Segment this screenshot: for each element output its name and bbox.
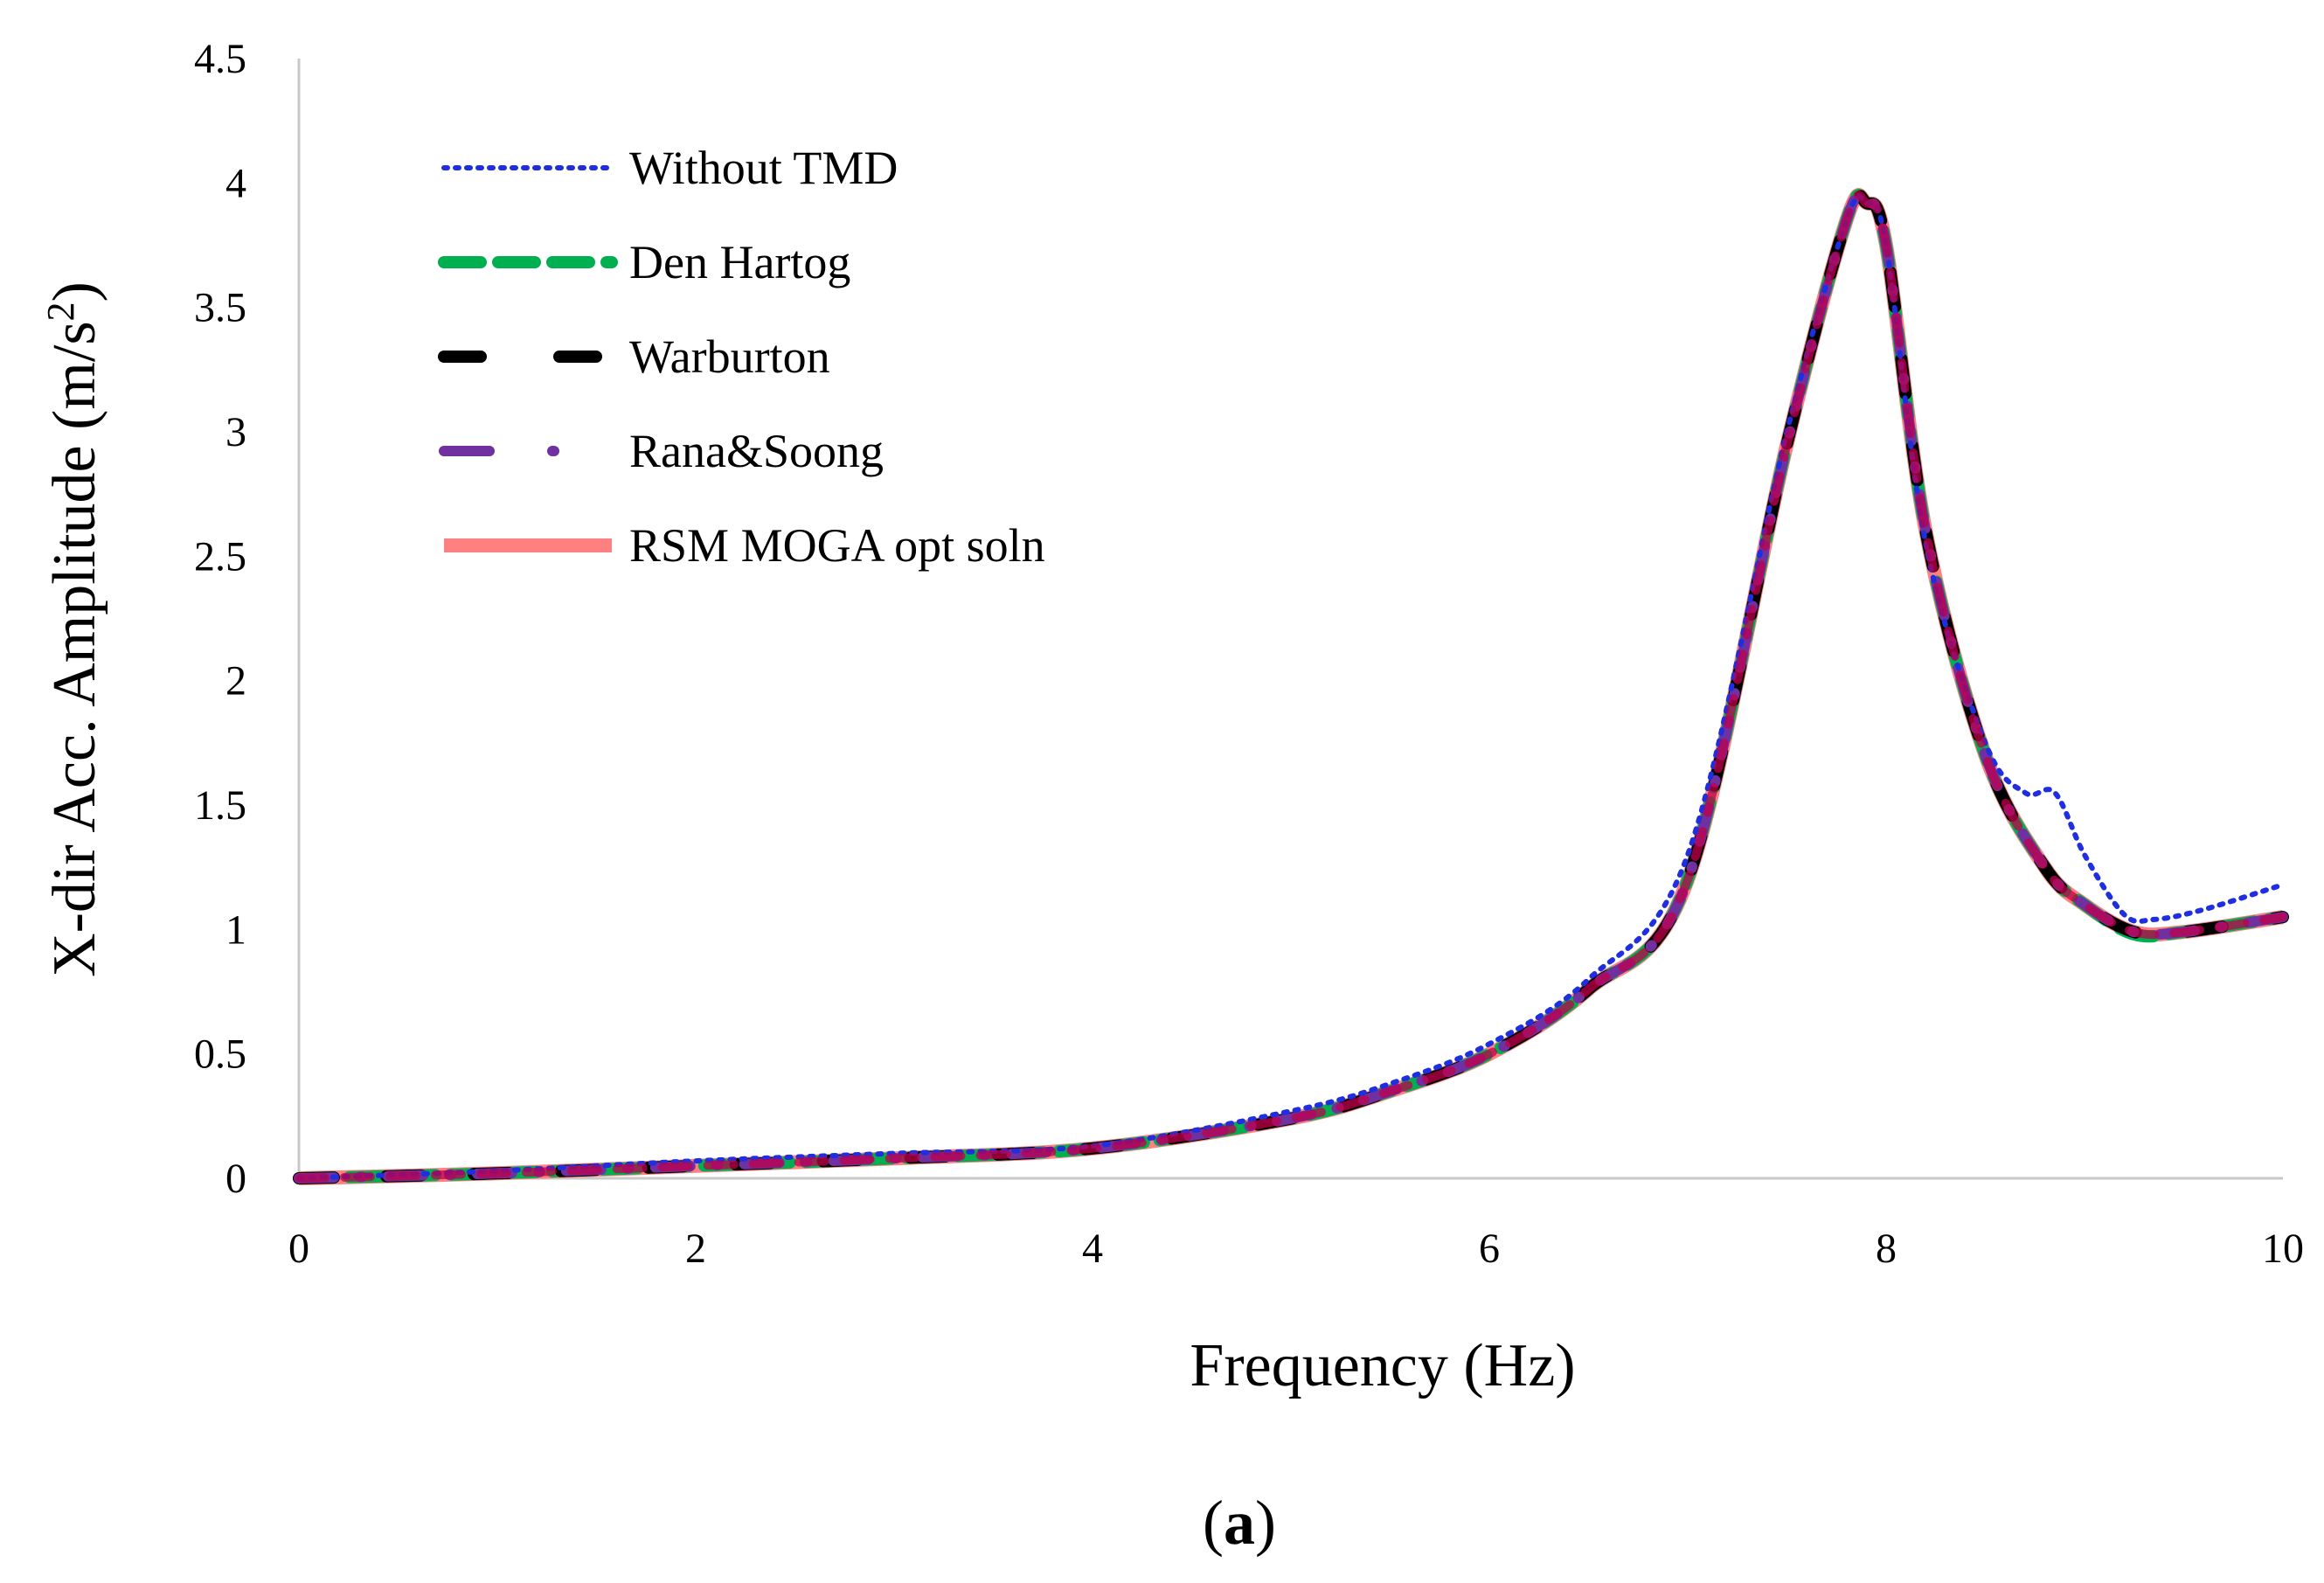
legend: Without TMD Den Hartog Warburton Rana&Soong…: [438, 142, 1045, 572]
y-tick-label: 1.5: [194, 782, 246, 829]
figure-caption: (a): [1203, 1488, 1276, 1558]
y-tick-label: 1: [225, 906, 246, 953]
caption-open-paren: (: [1203, 1488, 1224, 1558]
y-tick-label: 3.5: [194, 285, 246, 331]
x-tick-label: 10: [2262, 1225, 2304, 1272]
y-tick-label: 4: [225, 160, 246, 206]
legend-label-rana-soong: Rana&Soong: [629, 425, 884, 477]
y-tick-label: 4.5: [194, 36, 246, 82]
y-tick-label: 2: [225, 658, 246, 705]
x-axis-title: Frequency (Hz): [1190, 1332, 1575, 1399]
x-tick-label: 6: [1479, 1225, 1500, 1272]
x-tick-label: 2: [685, 1225, 706, 1272]
caption-letter: a: [1224, 1488, 1255, 1558]
x-tick-label: 8: [1876, 1225, 1897, 1272]
series-line-rana-soong: [294, 190, 2288, 1184]
series-overlay-rsm-moga-opt-soln: [295, 191, 2287, 1183]
legend-label-den-hartog: Den Hartog: [629, 236, 850, 288]
y-tick-label: 2.5: [194, 533, 246, 580]
y-axis-title-end: ): [41, 281, 108, 302]
x-tick-label: 0: [288, 1225, 309, 1272]
legend-label-warburton: Warburton: [629, 330, 830, 383]
caption-close-paren: ): [1255, 1488, 1276, 1558]
series-layer: [293, 188, 2289, 1185]
y-tick-label: 3: [225, 409, 246, 455]
y-axis-title-superscript: 2: [39, 302, 82, 321]
x-tick-label: 4: [1082, 1225, 1103, 1272]
y-tick-label: 0: [225, 1156, 246, 1202]
y-axis-title-main: X-dir Acc. Amplitude (m/s: [41, 321, 108, 976]
y-tick-label: 0.5: [194, 1031, 246, 1078]
legend-label-without-tmd: Without TMD: [629, 142, 898, 194]
legend-label-rsm-moga-opt-soln: RSM MOGA opt soln: [629, 519, 1045, 572]
axes: 0 0.5 1 1.5 2 2.5 3 3.5 4 4.5 0 2 4 6 8 10: [194, 36, 2304, 1272]
y-axis-title: X-dir Acc. Amplitude (m/s2): [39, 281, 109, 977]
